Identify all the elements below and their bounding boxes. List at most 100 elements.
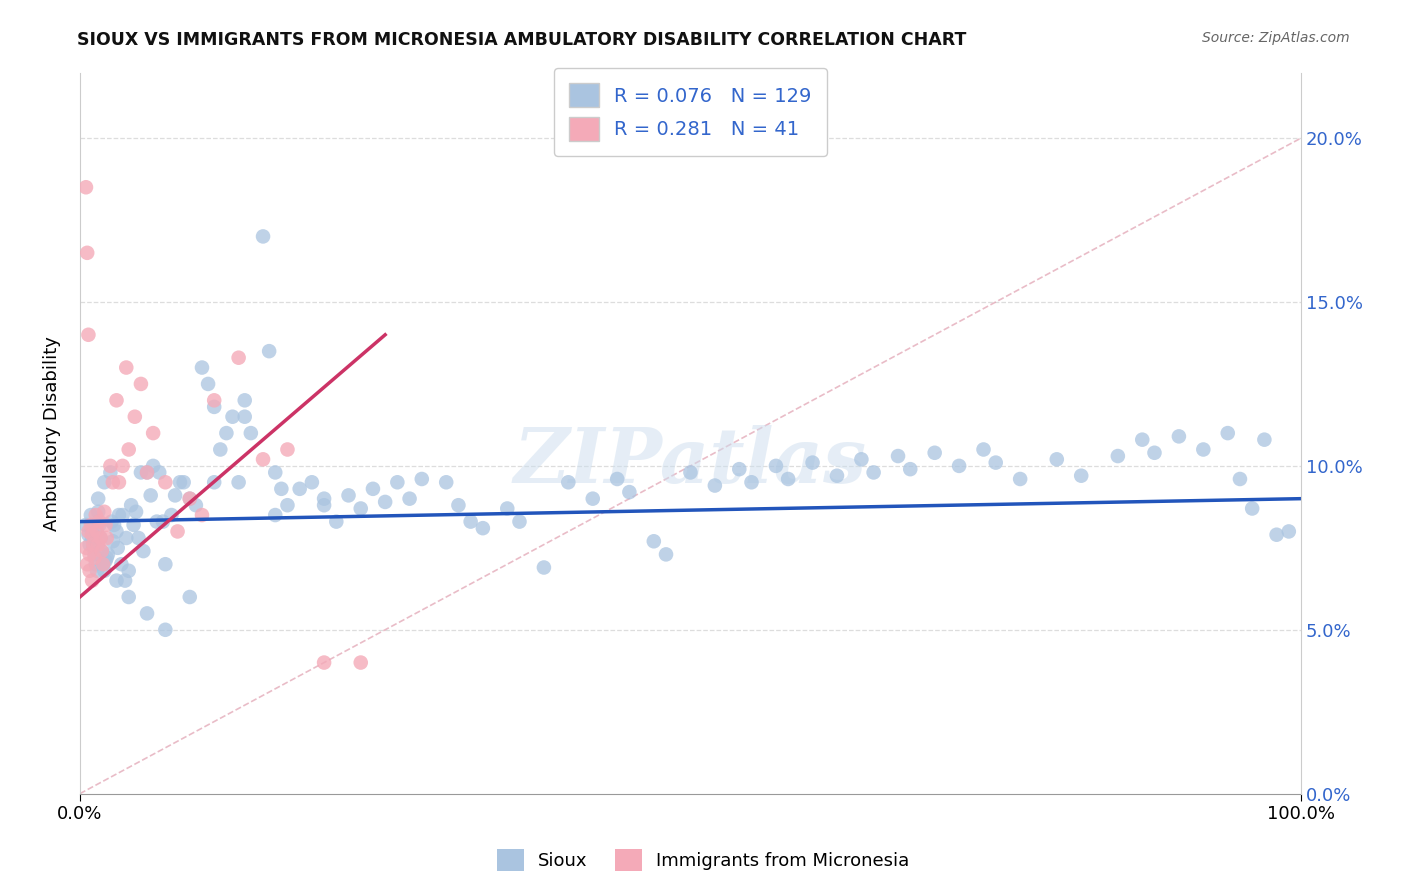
Point xyxy=(105,393,128,408)
Point xyxy=(96,550,118,565)
Point xyxy=(533,560,555,574)
Point xyxy=(77,527,100,541)
Point xyxy=(1229,472,1251,486)
Point xyxy=(160,508,183,522)
Point xyxy=(94,554,117,568)
Point xyxy=(740,475,762,490)
Point xyxy=(124,409,146,424)
Point xyxy=(728,462,751,476)
Point xyxy=(100,458,122,473)
Point xyxy=(97,548,120,562)
Point xyxy=(179,491,201,506)
Point xyxy=(801,456,824,470)
Point xyxy=(197,376,219,391)
Point xyxy=(90,531,112,545)
Point xyxy=(125,505,148,519)
Point xyxy=(120,498,142,512)
Point xyxy=(114,574,136,588)
Point xyxy=(86,524,108,539)
Point xyxy=(350,501,373,516)
Point xyxy=(118,590,141,604)
Point xyxy=(84,508,107,522)
Point xyxy=(1265,527,1288,541)
Y-axis label: Ambulatory Disability: Ambulatory Disability xyxy=(44,335,60,531)
Point xyxy=(557,475,579,490)
Point xyxy=(110,558,132,572)
Point xyxy=(91,558,114,572)
Point xyxy=(79,548,101,562)
Point xyxy=(233,409,256,424)
Text: SIOUX VS IMMIGRANTS FROM MICRONESIA AMBULATORY DISABILITY CORRELATION CHART: SIOUX VS IMMIGRANTS FROM MICRONESIA AMBU… xyxy=(77,31,967,49)
Point xyxy=(619,485,641,500)
Point xyxy=(89,517,111,532)
Point xyxy=(276,498,298,512)
Point xyxy=(496,501,519,516)
Point xyxy=(1130,433,1153,447)
Point xyxy=(127,531,149,545)
Point xyxy=(215,426,238,441)
Point xyxy=(973,442,995,457)
Point xyxy=(87,505,110,519)
Point xyxy=(79,564,101,578)
Point xyxy=(270,482,292,496)
Point xyxy=(108,508,131,522)
Point xyxy=(1046,452,1069,467)
Point xyxy=(398,491,420,506)
Point xyxy=(374,495,396,509)
Point xyxy=(115,360,138,375)
Point xyxy=(82,541,104,555)
Point xyxy=(679,466,702,480)
Point xyxy=(325,515,347,529)
Point xyxy=(77,327,100,342)
Point xyxy=(202,400,225,414)
Point xyxy=(582,491,605,506)
Point xyxy=(101,534,124,549)
Point xyxy=(91,558,114,572)
Point xyxy=(169,475,191,490)
Point xyxy=(146,515,169,529)
Point xyxy=(142,458,165,473)
Point xyxy=(173,475,195,490)
Point xyxy=(132,544,155,558)
Point xyxy=(75,180,97,194)
Point xyxy=(228,475,250,490)
Point xyxy=(508,515,530,529)
Point xyxy=(165,488,187,502)
Point xyxy=(80,517,103,532)
Point xyxy=(77,524,100,539)
Point xyxy=(239,426,262,441)
Point xyxy=(252,229,274,244)
Point xyxy=(447,498,470,512)
Point xyxy=(107,541,129,555)
Point xyxy=(765,458,787,473)
Point xyxy=(288,482,311,496)
Point xyxy=(948,458,970,473)
Point xyxy=(80,508,103,522)
Point xyxy=(1278,524,1301,539)
Point xyxy=(115,531,138,545)
Point xyxy=(80,524,103,539)
Point xyxy=(75,541,97,555)
Point xyxy=(825,468,848,483)
Legend: R = 0.076   N = 129, R = 0.281   N = 41: R = 0.076 N = 129, R = 0.281 N = 41 xyxy=(554,68,827,156)
Point xyxy=(1192,442,1215,457)
Point xyxy=(136,607,159,621)
Point xyxy=(191,360,214,375)
Point xyxy=(184,498,207,512)
Point xyxy=(276,442,298,457)
Point xyxy=(202,475,225,490)
Point xyxy=(155,558,177,572)
Point xyxy=(1253,433,1275,447)
Point xyxy=(100,466,122,480)
Point xyxy=(1241,501,1264,516)
Point xyxy=(148,466,170,480)
Point xyxy=(851,452,873,467)
Point xyxy=(76,558,98,572)
Point xyxy=(411,472,433,486)
Point xyxy=(643,534,665,549)
Point xyxy=(1010,472,1032,486)
Point xyxy=(1070,468,1092,483)
Point xyxy=(111,508,134,522)
Point xyxy=(778,472,800,486)
Point xyxy=(202,393,225,408)
